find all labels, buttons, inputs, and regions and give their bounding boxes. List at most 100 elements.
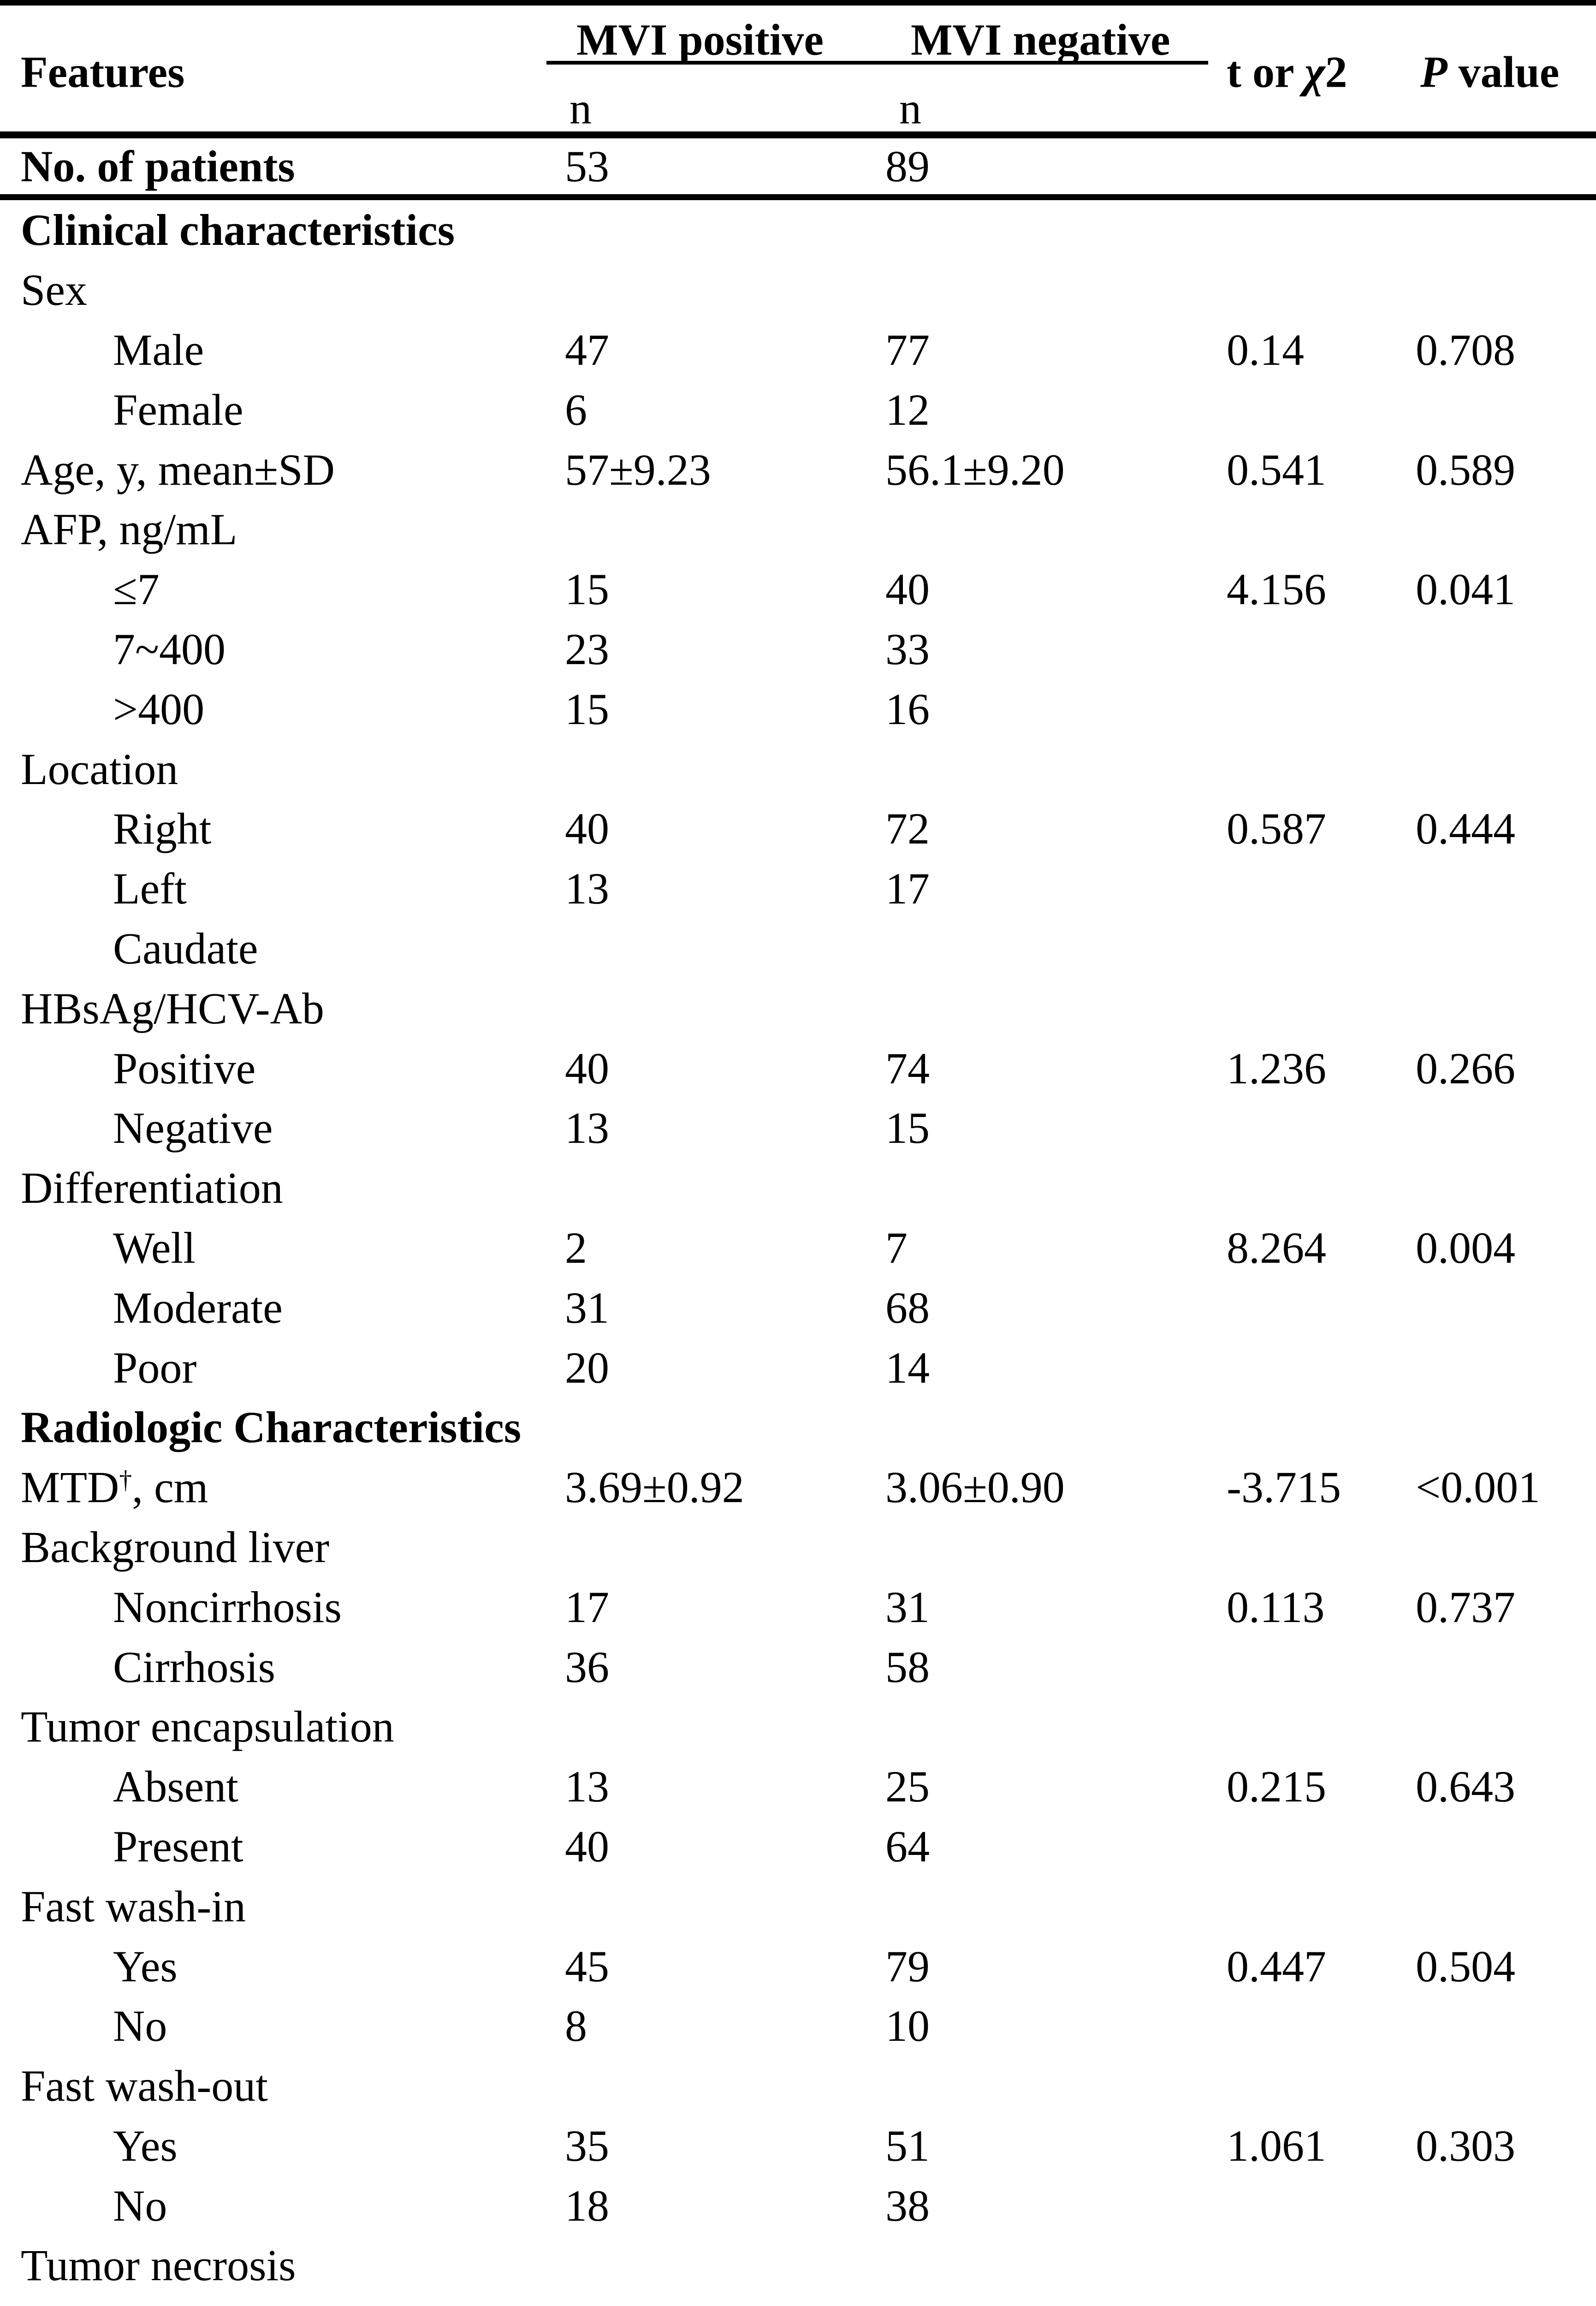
stat-value: 8.264 xyxy=(1227,1223,1326,1272)
dagger-superscript: † xyxy=(119,1465,132,1494)
mvi-positive-value: 40 xyxy=(565,1043,609,1093)
mvi-negative-value: 51 xyxy=(885,2121,930,2170)
table-row: Well 2 7 8.264 0.004 xyxy=(0,1218,1596,1278)
feature-label: Present xyxy=(113,1821,243,1871)
p-value: 0.737 xyxy=(1416,1582,1515,1632)
feature-label: MTD†, cm xyxy=(0,1462,565,1513)
table-row: Right 40 72 0.587 0.444 xyxy=(0,799,1596,859)
table-row: Location xyxy=(0,739,1596,799)
mvi-negative-value: 16 xyxy=(885,684,930,734)
table-row: Background liver xyxy=(0,1517,1596,1577)
feature-label: Background liver xyxy=(21,1522,330,1572)
feature-label: Tumor encapsulation xyxy=(21,1702,394,1752)
mvi-positive-value: 6 xyxy=(565,385,587,434)
table-row: Moderate 31 68 xyxy=(0,1278,1596,1337)
feature-label: Differentiation xyxy=(21,1163,283,1213)
table-row: Negative 13 15 xyxy=(0,1098,1596,1158)
stat-value: 4.156 xyxy=(1227,565,1326,614)
mvi-positive-value: 23 xyxy=(565,624,609,674)
table-row: Tumor necrosis xyxy=(0,2235,1596,2295)
mvi-positive-value: 31 xyxy=(565,1283,609,1332)
feature-label: Well xyxy=(113,1223,196,1272)
feature-label: Yes xyxy=(113,2121,178,2170)
feature-label: Male xyxy=(113,325,204,374)
feature-label: Positive xyxy=(113,1043,256,1093)
feature-label: Female xyxy=(113,385,243,434)
stat-value: 0.447 xyxy=(1227,1941,1326,1991)
stat-value: 0.113 xyxy=(1227,1582,1325,1632)
table-row: ≤7 15 40 4.156 0.041 xyxy=(0,559,1596,619)
p-value: 0.004 xyxy=(1416,1223,1515,1272)
p-value: 0.643 xyxy=(1416,1762,1515,1812)
stat-suffix: 2 xyxy=(1325,47,1347,97)
table-row: Sex xyxy=(0,260,1596,320)
mvi-positive-value: 8 xyxy=(565,2001,587,2051)
mvi-negative-value: 17 xyxy=(885,864,930,914)
p-value-label: value xyxy=(1447,47,1560,97)
feature-label: No xyxy=(113,2001,167,2051)
mvi-negative-value: 12 xyxy=(885,385,930,434)
p-value: 0.589 xyxy=(1416,445,1515,494)
p-value: 0.504 xyxy=(1416,1941,1515,1991)
feature-label: Cirrhosis xyxy=(113,1642,276,1692)
mvi-positive-value: 13 xyxy=(565,1103,609,1153)
mvi-negative-value: 15 xyxy=(885,1103,930,1153)
table-row: Absent 13 25 0.215 0.643 xyxy=(0,1757,1596,1817)
feature-label: Absent xyxy=(113,1762,238,1812)
table-row: No 18 38 xyxy=(0,2175,1596,2235)
stat-value: 0.215 xyxy=(1227,1762,1326,1812)
table-row: AFP, ng/mL xyxy=(0,499,1596,559)
stat-value: 0.541 xyxy=(1227,445,1326,494)
mvi-positive-value: 20 xyxy=(565,1343,609,1392)
feature-label: HBsAg/HCV-Ab xyxy=(21,983,324,1033)
table-row: Age, y, mean±SD 57±9.23 56.1±9.20 0.541 … xyxy=(0,440,1596,499)
mvi-negative-value: 10 xyxy=(885,2001,930,2051)
table-row: Yes 45 79 0.447 0.504 xyxy=(0,1936,1596,1996)
table-row: Left 13 17 xyxy=(0,859,1596,919)
feature-label: Location xyxy=(21,744,178,794)
mvi-positive-value: 40 xyxy=(565,1821,609,1871)
mvi-positive-value: 15 xyxy=(565,565,609,614)
table-row: >400 15 16 xyxy=(0,679,1596,739)
p-value: 0.266 xyxy=(1416,1043,1515,1093)
stat-value: -3.715 xyxy=(1227,1462,1341,1512)
table-row: Caudate xyxy=(0,919,1596,979)
table-row: Cirrhosis 36 58 xyxy=(0,1637,1596,1697)
table-row: Differentiation xyxy=(0,1158,1596,1218)
table-row: Male 47 77 0.14 0.708 xyxy=(0,320,1596,380)
table-top-border xyxy=(0,0,1596,6)
mvi-negative-value: 20 xyxy=(885,2300,1227,2306)
mvi-negative-value: 89 xyxy=(885,142,930,191)
feature-label: 7~400 xyxy=(113,624,225,674)
mvi-positive-value: 2 xyxy=(565,1223,587,1272)
mvi-negative-value: 40 xyxy=(885,565,930,614)
mvi-negative-value: 38 xyxy=(885,2181,930,2230)
mvi-negative-value: 58 xyxy=(885,1642,930,1692)
stat-value: 0.14 xyxy=(1227,325,1304,374)
mvi-positive-value: 15 xyxy=(565,684,609,734)
mvi-negative-value: 74 xyxy=(885,1043,930,1093)
mvi-positive-value: 45 xyxy=(565,1941,609,1991)
stat-value: 0.587 xyxy=(1227,804,1326,854)
feature-label: ≤7 xyxy=(113,565,160,614)
mvi-negative-value: 64 xyxy=(885,1821,930,1871)
feature-label: >400 xyxy=(113,684,205,734)
stat-value: 1.236 xyxy=(1227,1043,1326,1093)
mvi-positive-value: 47 xyxy=(565,325,609,374)
mvi-positive-value: 13 xyxy=(565,2300,885,2306)
header-statistic: t or χ2 xyxy=(1227,47,1347,98)
table-row: Female 6 12 xyxy=(0,380,1596,440)
mvi-positive-value: 13 xyxy=(565,1762,609,1812)
feature-label: Right xyxy=(113,804,212,854)
table-row: MTD†, cm 3.69±0.92 3.06±0.90 -3.715 <0.0… xyxy=(0,1457,1596,1517)
table-row: Positive 40 74 1.236 0.266 xyxy=(0,1038,1596,1098)
chi-symbol: χ xyxy=(1304,47,1325,97)
p-value: 0.303 xyxy=(1416,2121,1515,2170)
mvi-negative-value: 31 xyxy=(885,1582,930,1632)
feature-label: Moderate xyxy=(113,1283,283,1332)
mvi-positive-value: 3.69±0.92 xyxy=(565,1462,744,1512)
p-value: 0.708 xyxy=(1416,325,1515,374)
table-row: Absent 13 20 0.079 0.779 xyxy=(0,2295,1596,2306)
header-features: Features xyxy=(21,47,185,97)
subheader-n-positive: n xyxy=(570,83,592,133)
